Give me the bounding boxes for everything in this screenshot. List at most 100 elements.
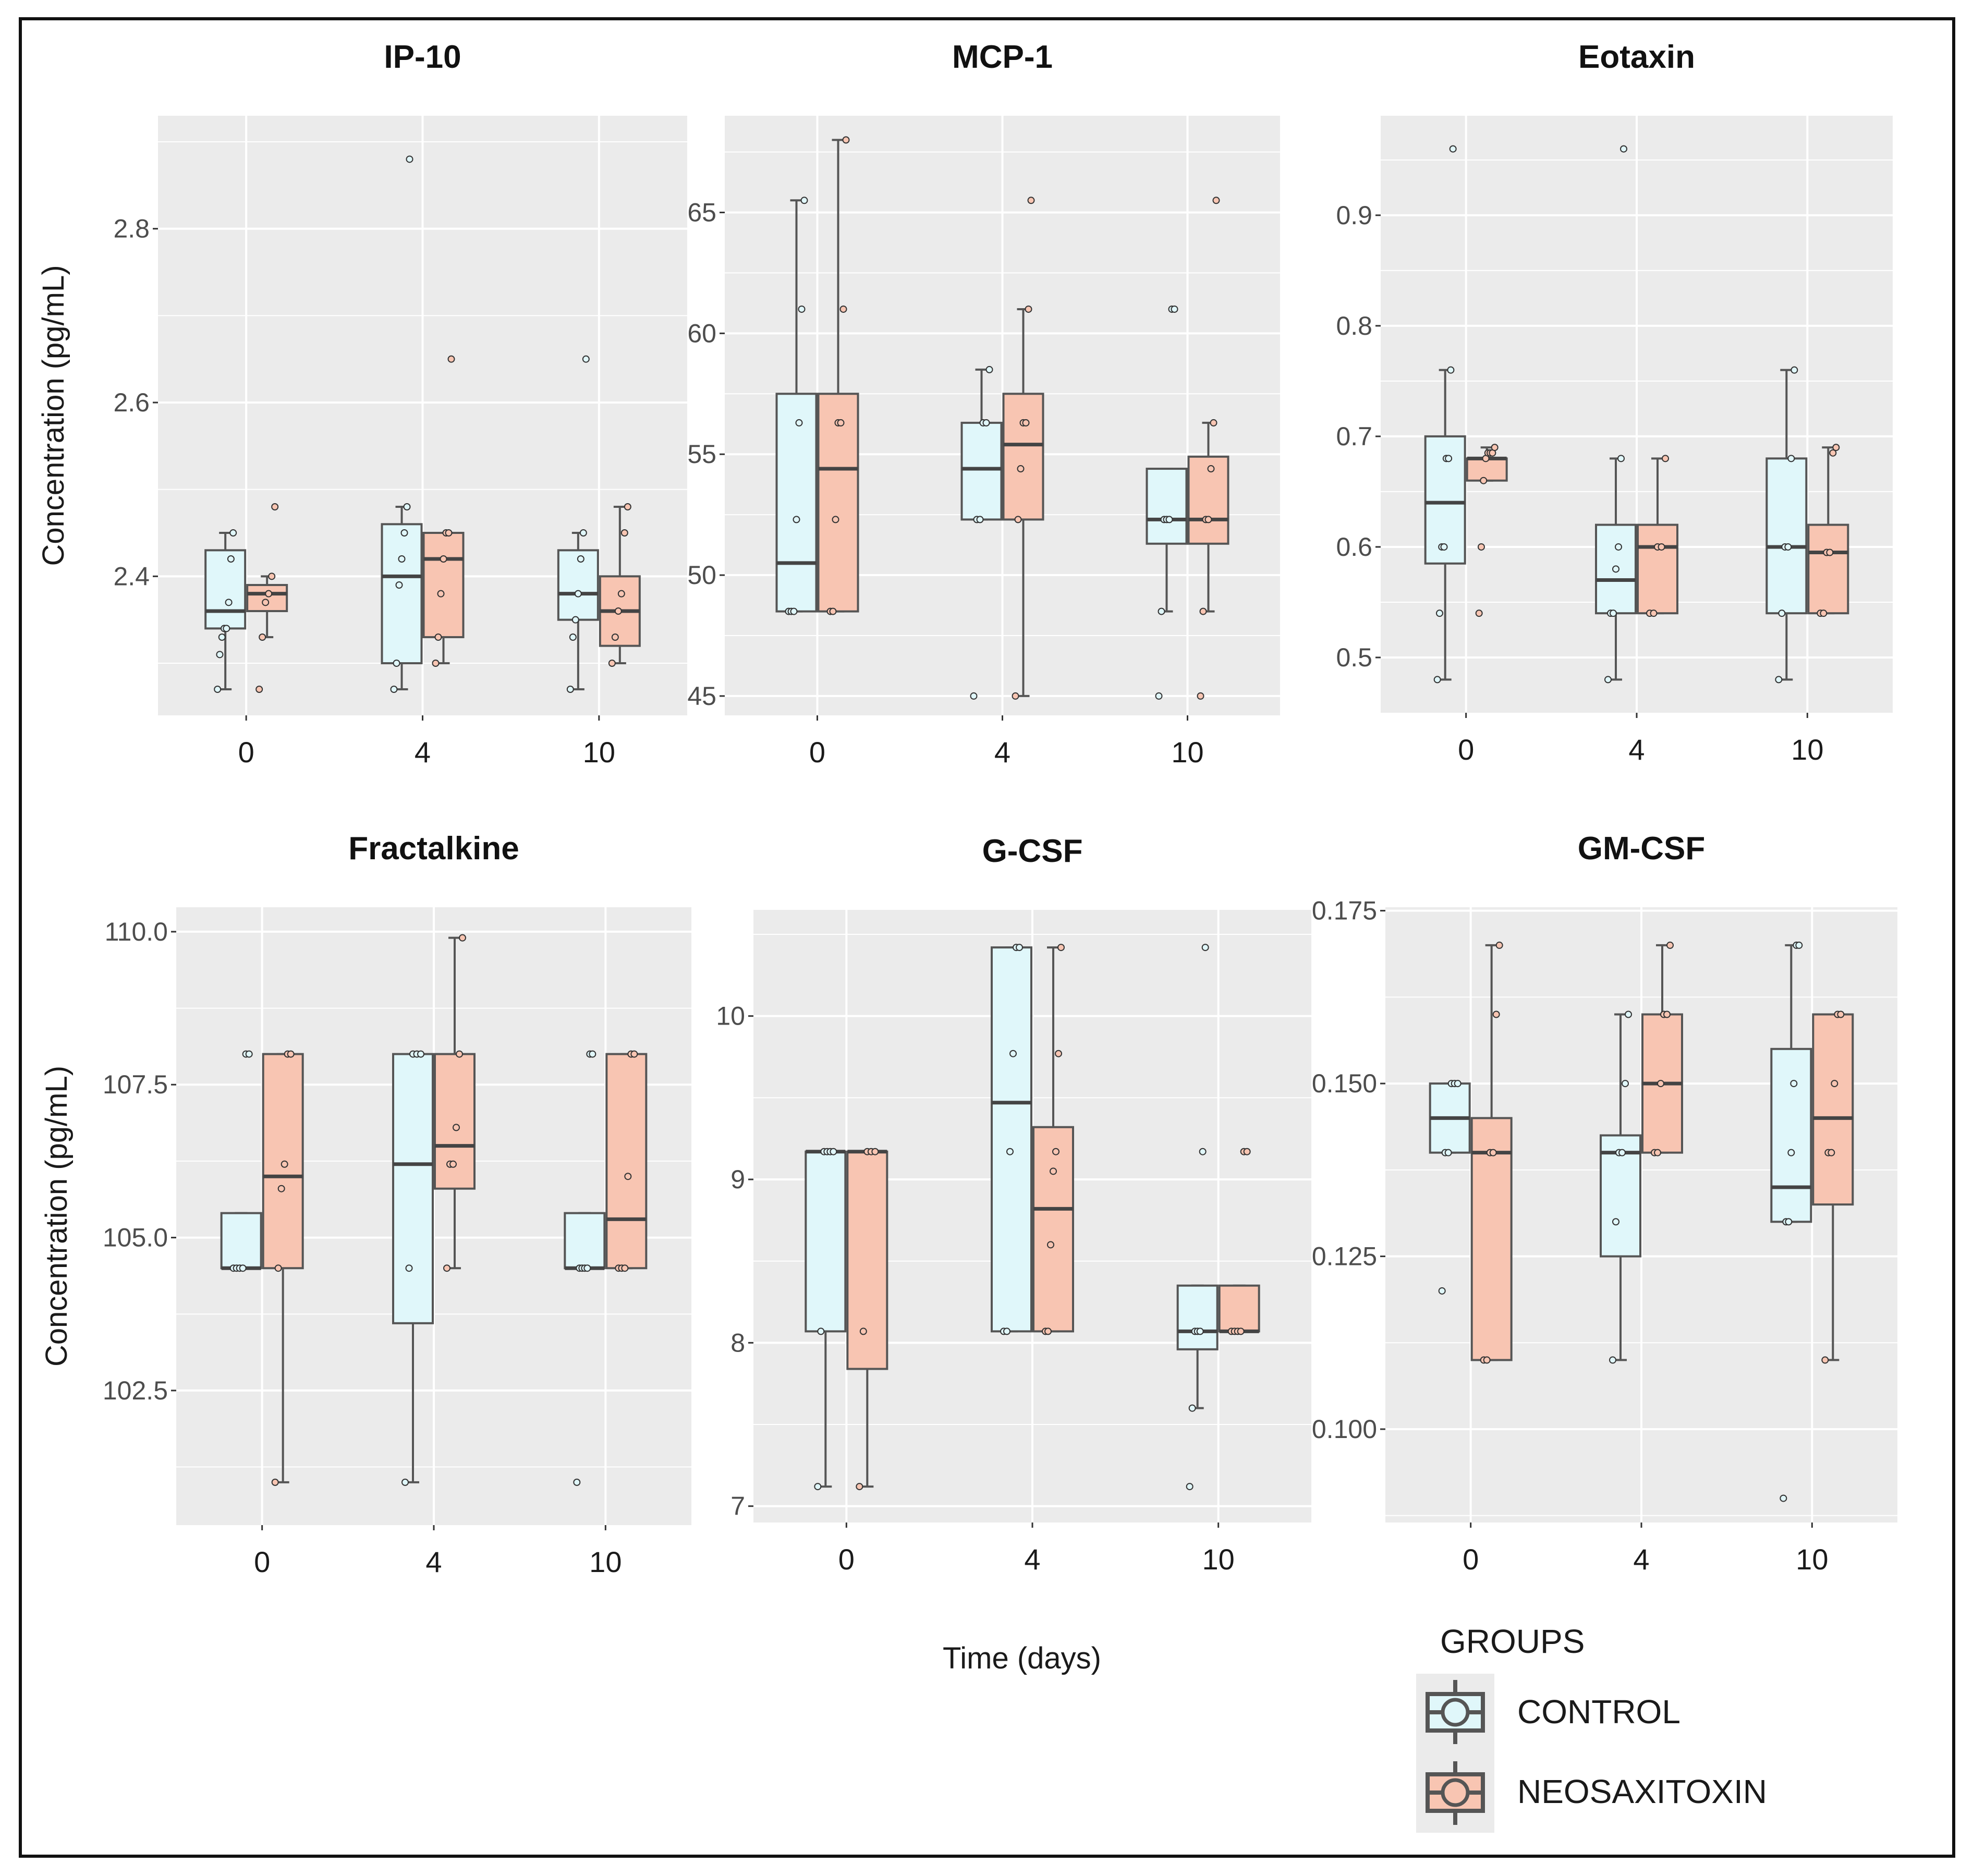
iqr-box <box>846 1150 888 1370</box>
data-point <box>1775 676 1783 684</box>
data-point <box>1016 944 1023 952</box>
data-point <box>1663 1010 1671 1018</box>
data-point <box>1055 1050 1062 1057</box>
data-point <box>271 503 279 510</box>
x-tick-label: 10 <box>1796 1543 1828 1576</box>
iqr-box <box>817 393 859 613</box>
data-point <box>1666 941 1674 949</box>
data-point <box>1025 305 1032 313</box>
y-tick-label: 50 <box>687 561 716 590</box>
data-point <box>985 366 993 373</box>
data-point <box>790 607 798 615</box>
data-point <box>793 516 800 523</box>
iqr-box <box>434 1053 476 1190</box>
box-neosaxitoxin <box>1002 197 1044 700</box>
data-point <box>395 581 403 589</box>
data-point <box>1828 1149 1835 1156</box>
data-point <box>1186 1483 1193 1491</box>
data-point <box>1444 1149 1452 1156</box>
box-control <box>220 1050 262 1272</box>
data-point <box>620 529 628 537</box>
data-point <box>1625 1010 1632 1018</box>
data-point <box>982 419 990 427</box>
box-neosaxitoxin <box>605 1050 648 1272</box>
data-point <box>1784 543 1792 551</box>
data-point <box>1155 692 1163 700</box>
box-neosaxitoxin <box>434 934 476 1272</box>
data-point <box>1006 1148 1014 1155</box>
data-point <box>1237 1327 1245 1335</box>
data-point <box>839 305 847 313</box>
iqr-box <box>805 1150 847 1333</box>
data-point <box>1612 1218 1619 1226</box>
panel-4: 7 8 9 10 0 4 10 G-CSF <box>716 833 1311 1576</box>
panel-5: 0.100 0.125 0.150 0.175 0 4 10 GM-CSF <box>1312 831 1897 1576</box>
panel-title: MCP-1 <box>952 39 1053 75</box>
data-point <box>829 607 837 615</box>
data-point <box>1821 1356 1829 1364</box>
y-tick-label: 0.7 <box>1336 422 1372 451</box>
y-tick-label: 107.5 <box>103 1070 168 1099</box>
data-point <box>432 660 440 667</box>
box-neosaxitoxin <box>1187 197 1229 700</box>
iqr-box <box>1032 1126 1074 1333</box>
data-point <box>1778 610 1786 617</box>
data-point <box>1433 676 1441 684</box>
data-point <box>1820 610 1828 617</box>
iqr-box <box>1470 1117 1513 1361</box>
iqr-box <box>392 1053 434 1324</box>
data-point <box>1495 941 1503 949</box>
data-point <box>229 529 237 537</box>
x-tick-label: 4 <box>425 1545 442 1578</box>
y-tick-label: 0.6 <box>1336 532 1372 562</box>
data-point <box>608 660 616 667</box>
data-point <box>1440 543 1448 551</box>
data-point <box>1454 1080 1462 1088</box>
data-point <box>1791 366 1798 374</box>
y-tick-label: 0.175 <box>1312 896 1377 925</box>
y-tick-label: 105.0 <box>103 1223 168 1252</box>
iqr-box <box>605 1053 648 1270</box>
box-neosaxitoxin <box>422 355 465 667</box>
data-point <box>1609 1356 1616 1364</box>
y-tick-label: 8 <box>730 1328 745 1357</box>
data-point <box>1197 692 1204 700</box>
data-point <box>1492 1010 1500 1018</box>
box-control <box>1429 1080 1471 1295</box>
data-point <box>1014 516 1022 523</box>
data-point <box>227 555 235 563</box>
data-point <box>437 590 445 598</box>
y-tick-label: 7 <box>730 1492 745 1521</box>
box-neosaxitoxin <box>846 1148 888 1491</box>
data-point <box>1158 607 1165 615</box>
box-neosaxitoxin <box>1470 941 1513 1364</box>
data-point <box>1204 516 1212 523</box>
data-point <box>456 1050 463 1058</box>
panels-layer: 2.4 2.6 2.8 0 4 10 IP-10 Concentration (pg/mL) 4… <box>36 39 1897 1578</box>
y-tick-label: 0.100 <box>1312 1415 1377 1444</box>
data-point <box>262 599 270 606</box>
data-point <box>1780 1494 1787 1502</box>
data-point <box>398 555 406 563</box>
data-point <box>1003 1327 1010 1335</box>
data-point <box>976 516 984 523</box>
legend-key-neosaxitoxin <box>1426 1761 1485 1825</box>
panel-title: Fractalkine <box>348 831 519 867</box>
data-point <box>400 529 408 537</box>
x-tick-label: 10 <box>1791 733 1823 766</box>
data-point <box>1199 607 1207 615</box>
data-point <box>1787 1149 1795 1156</box>
x-tick-label: 4 <box>415 736 431 769</box>
data-point <box>1662 455 1669 462</box>
data-point <box>624 1173 632 1180</box>
y-tick-label: 0.150 <box>1312 1069 1377 1098</box>
data-point <box>259 634 266 641</box>
box-control <box>1770 941 1812 1502</box>
y-tick-label: 45 <box>687 681 716 711</box>
iqr-box <box>1637 523 1678 615</box>
box-control <box>381 155 423 693</box>
data-point <box>445 529 453 537</box>
box-control <box>557 355 599 693</box>
data-point <box>1210 419 1217 427</box>
data-point <box>800 197 808 204</box>
